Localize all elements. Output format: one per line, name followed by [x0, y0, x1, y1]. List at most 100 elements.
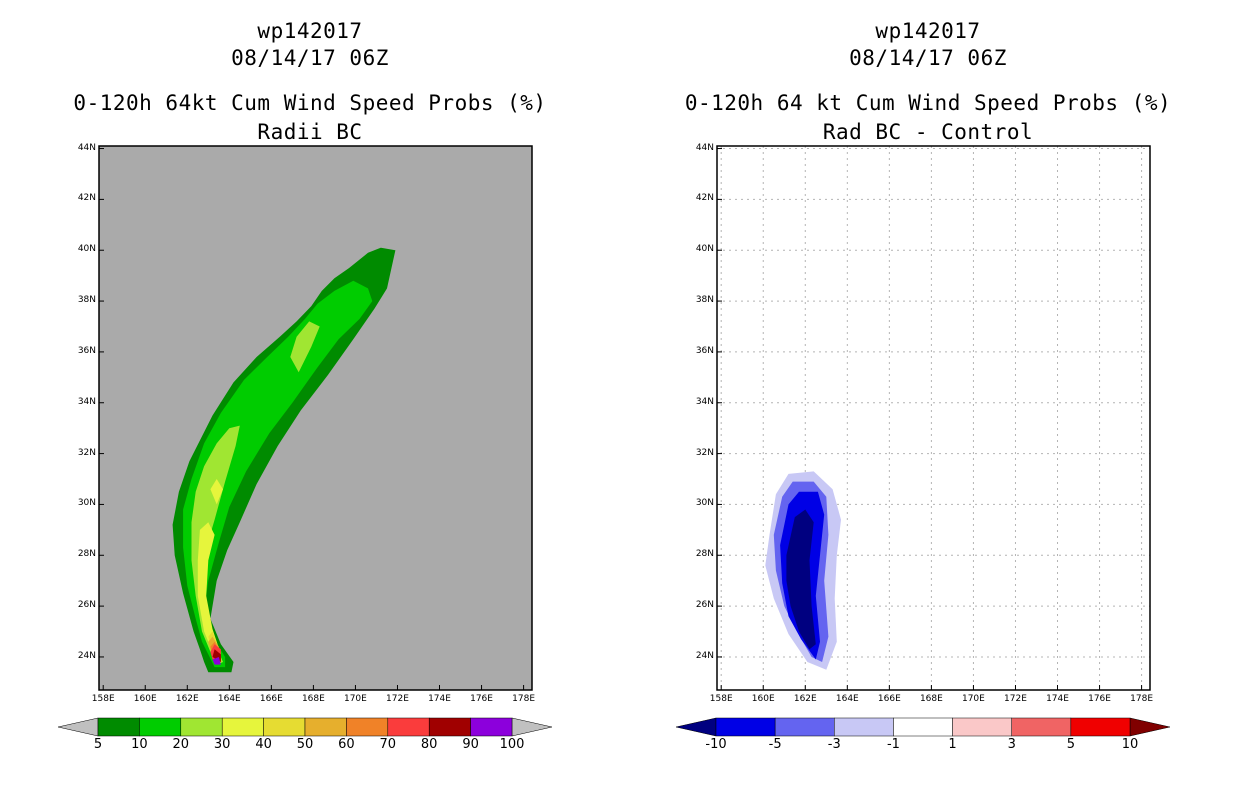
x-tick-label: 172E	[386, 694, 409, 704]
y-tick-label: 34N	[77, 396, 96, 407]
contour-region-2-3	[786, 509, 816, 650]
contour-region-1-11	[212, 657, 221, 665]
contour-region-1-4	[197, 522, 221, 662]
plot-background	[99, 146, 532, 690]
y-tick-label: 30N	[695, 498, 714, 509]
x-tick-label: 178E	[1130, 694, 1154, 704]
colorbar-label: -5	[768, 737, 782, 752]
colorbar-label: 20	[172, 737, 190, 752]
colorbar-swatch-5	[1011, 717, 1072, 737]
contour-region-1-3	[290, 321, 320, 373]
colorbar-label: 100	[499, 737, 525, 752]
contour-region-1-5	[210, 479, 223, 505]
colorbar-extend-low	[675, 717, 717, 737]
x-tick-label: 174E	[428, 694, 451, 704]
colorbar-swatch-3	[893, 717, 953, 737]
x-tick-label: 164E	[835, 694, 859, 704]
y-tick-label: 28N	[695, 549, 714, 560]
x-tick-label: 166E	[259, 694, 283, 704]
y-tick-label: 32N	[695, 447, 714, 458]
colorbar-label: 30	[213, 737, 231, 752]
colorbar-extend-high	[1129, 717, 1171, 737]
colorbar-swatch-0	[97, 717, 140, 737]
x-tick-label: 170E	[343, 694, 367, 704]
colorbar-swatch-5	[304, 717, 347, 737]
colorbar-label: -3	[827, 737, 841, 752]
right-title-product: 0-120h 64 kt Cum Wind Speed Probs (%)	[684, 91, 1172, 115]
y-tick-label: 24N	[77, 650, 96, 661]
colorbar-swatch-1	[774, 717, 835, 737]
colorbar-label: 3	[1007, 737, 1016, 752]
colorbar-label: 70	[379, 737, 397, 752]
plot-panel-2	[675, 145, 1171, 737]
x-tick-label: 160E	[751, 694, 775, 704]
x-tick-label: 158E	[709, 694, 733, 704]
x-tick-label: 164E	[217, 694, 241, 704]
right-title-datetime: 08/14/17 06Z	[849, 46, 1007, 70]
x-tick-label: 176E	[1088, 694, 1111, 704]
x-tick-label: 160E	[133, 694, 157, 704]
colorbar-swatch-1	[139, 717, 182, 737]
colorbar-label: 80	[420, 737, 438, 752]
y-tick-label: 42N	[695, 193, 714, 204]
y-tick-label: 36N	[695, 345, 714, 356]
colorbar-label: 40	[255, 737, 272, 752]
colorbar-swatch-3	[221, 717, 264, 737]
y-tick-label: 38N	[77, 295, 96, 306]
colorbar-extend-low	[57, 717, 99, 737]
x-tick-label: 162E	[793, 694, 817, 704]
x-tick-label: 162E	[175, 694, 199, 704]
colorbar-swatch-0	[715, 717, 776, 737]
colorbar-label: 5	[93, 737, 103, 752]
colorbar-label: 10	[131, 737, 148, 752]
colorbar-swatch-7	[387, 717, 430, 737]
x-tick-label: 176E	[470, 694, 493, 704]
x-tick-label: 170E	[961, 694, 985, 704]
colorbar-swatch-2	[180, 717, 223, 737]
y-tick-label: 34N	[695, 396, 714, 407]
colorbar-swatch-9	[470, 717, 513, 737]
left-title-product: 0-120h 64kt Cum Wind Speed Probs (%)	[73, 91, 547, 115]
x-tick-label: 172E	[1004, 694, 1027, 704]
right-title-storm-id: wp142017	[875, 19, 981, 43]
colorbar-label: 1	[948, 737, 957, 752]
colorbar-swatch-2	[834, 717, 894, 737]
colorbar-label: -10	[705, 737, 727, 752]
left-title-subtitle: Radii BC	[257, 120, 363, 144]
x-tick-label: 166E	[877, 694, 901, 704]
colorbar-swatch-4	[952, 717, 1012, 737]
y-tick-label: 32N	[77, 447, 96, 458]
x-tick-label: 168E	[301, 694, 325, 704]
y-tick-label: 26N	[695, 600, 714, 611]
y-tick-label: 40N	[77, 244, 96, 255]
y-tick-label: 30N	[77, 498, 96, 509]
y-tick-label: 24N	[695, 650, 714, 661]
colorbar-swatch-6	[346, 717, 389, 737]
contour-region-1-0	[172, 247, 396, 673]
colorbar-label: 90	[462, 737, 479, 752]
x-tick-label: 174E	[1046, 694, 1069, 704]
colorbar-label: 60	[338, 737, 355, 752]
x-tick-label: 158E	[91, 694, 115, 704]
y-tick-label: 28N	[77, 549, 96, 560]
y-tick-label: 44N	[695, 142, 714, 153]
colorbar-label: -1	[886, 737, 900, 752]
colorbar-label: 5	[1066, 737, 1075, 752]
plot-frame	[716, 145, 1151, 691]
x-tick-label: 168E	[919, 694, 943, 704]
x-tick-label: 178E	[512, 694, 536, 704]
y-tick-label: 36N	[77, 345, 96, 356]
y-tick-label: 44N	[77, 142, 96, 153]
y-tick-label: 38N	[695, 295, 714, 306]
colorbar-swatch-6	[1070, 717, 1131, 737]
plot-frame	[98, 145, 533, 691]
colorbar-swatch-8	[428, 717, 471, 737]
left-title-datetime: 08/14/17 06Z	[231, 46, 389, 70]
colorbar-label: 50	[296, 737, 314, 752]
left-title-storm-id: wp142017	[257, 19, 363, 43]
plot-panel-1	[57, 145, 553, 737]
y-tick-label: 42N	[77, 193, 96, 204]
colorbar-extend-high	[511, 717, 553, 737]
y-tick-label: 26N	[77, 600, 96, 611]
